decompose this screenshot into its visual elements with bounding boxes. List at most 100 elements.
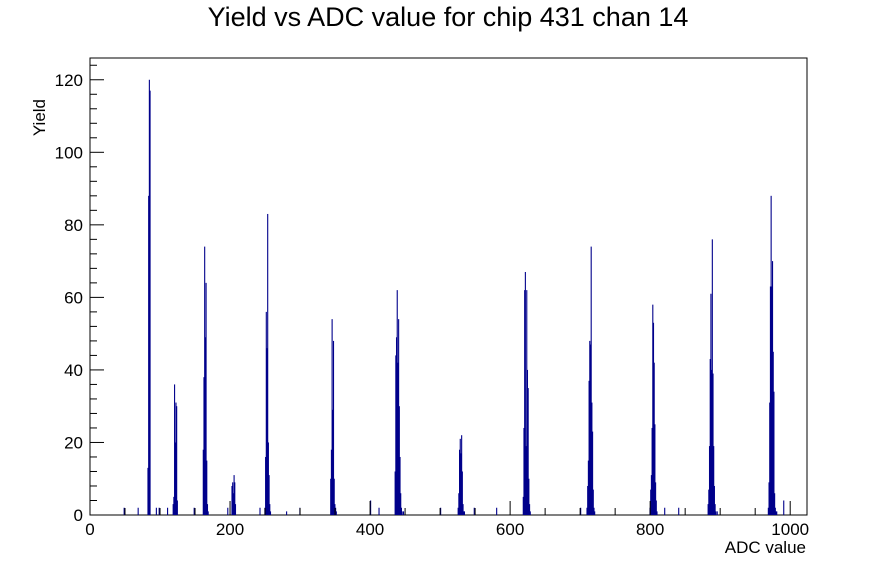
histogram-bin (767, 507, 769, 515)
histogram-bin (269, 511, 272, 515)
histogram-bin (771, 261, 774, 515)
histogram-bin (396, 290, 398, 515)
histogram-bin (589, 340, 591, 515)
histogram-bin (204, 337, 206, 515)
histogram-bin (458, 493, 460, 515)
histogram-bin (267, 213, 269, 515)
histogram-bin (233, 475, 235, 515)
histogram-bin (330, 478, 332, 515)
histogram-bin (457, 507, 459, 515)
histogram-bin (330, 449, 332, 515)
histogram-bin (580, 507, 582, 515)
histogram-bin (650, 475, 652, 515)
histogram-bin (137, 507, 139, 515)
histogram-bin (395, 355, 397, 515)
histogram-bin (266, 348, 268, 515)
y-axis-label: Yield (30, 99, 49, 136)
histogram-bin (265, 311, 267, 515)
histogram-bin (203, 377, 205, 515)
histogram-bin (398, 406, 400, 515)
histogram-bin (173, 496, 175, 515)
histogram-bin (653, 362, 655, 515)
histogram-bin (155, 507, 157, 515)
histogram-bin (710, 293, 712, 515)
histogram-bin (227, 507, 229, 515)
x-tick-label: 600 (496, 520, 524, 539)
histogram-bin (592, 489, 594, 515)
histogram-bin (776, 511, 778, 515)
histogram-bin (773, 391, 775, 515)
histogram-bin (664, 507, 666, 515)
histogram-bin (259, 507, 261, 515)
x-tick-label: 200 (216, 520, 244, 539)
histogram-bin (655, 500, 657, 515)
histogram-bin (331, 319, 333, 515)
axes: 0 200 400 600 800 1000 0 20 40 60 80 100 120 (55, 64, 809, 539)
histogram-bin (588, 380, 590, 515)
histogram-bin (770, 195, 772, 516)
histogram-bin (335, 511, 337, 515)
y-tick-label: 100 (55, 143, 83, 162)
histogram-bin (768, 482, 770, 515)
histogram-bin (707, 504, 709, 515)
histogram-bin (587, 485, 589, 515)
chart-title: Yield vs ADC value for chip 431 chan 14 (207, 2, 689, 32)
histogram-bin (232, 482, 234, 515)
histogram-bin (709, 359, 711, 515)
histogram-bin (651, 427, 653, 515)
histogram-bin (207, 511, 209, 515)
histogram-bin (231, 485, 233, 515)
histogram-bin (378, 507, 380, 515)
histogram-bin (529, 504, 531, 515)
histogram-bin (401, 511, 403, 515)
histogram-bin (652, 304, 654, 515)
histogram-bin (713, 446, 715, 515)
histogram-bin (399, 456, 401, 515)
histogram-bin (652, 322, 655, 515)
histogram-bin (715, 511, 717, 515)
histogram-bin (654, 424, 656, 515)
histogram-bin (176, 500, 178, 515)
histogram-bin (234, 482, 236, 515)
histogram-bin (204, 246, 206, 515)
histogram-bin (265, 456, 267, 515)
histogram-bin (461, 471, 463, 515)
histogram-bin (774, 507, 776, 515)
histogram-bin (783, 500, 785, 515)
histogram-bin (650, 489, 652, 515)
histogram-bin (594, 511, 596, 515)
histogram-bin (678, 507, 680, 515)
y-tick-label: 80 (64, 216, 83, 235)
histogram-bin (473, 507, 475, 515)
histogram-bin (656, 511, 658, 515)
histogram-bin (459, 438, 461, 515)
histogram-bin (528, 478, 530, 515)
histogram-bin (769, 286, 771, 515)
histogram-bin (460, 453, 462, 515)
histogram-bin (591, 402, 593, 515)
histogram-bin (286, 511, 288, 515)
histogram-bin (370, 500, 372, 515)
histogram-bin (206, 460, 208, 515)
histogram-bin (394, 471, 396, 515)
histogram-bin (775, 511, 777, 515)
histogram-bin (586, 507, 588, 515)
histogram-bin (771, 286, 773, 515)
histogram-bin (234, 504, 237, 515)
histogram-bin (714, 504, 716, 515)
histogram-bin (147, 467, 149, 515)
histogram-bin (395, 337, 398, 515)
histogram-bin (398, 319, 400, 515)
histogram-bin (526, 290, 528, 515)
histogram-bin (193, 507, 195, 515)
histogram-bin (158, 507, 160, 515)
histogram-bin (167, 507, 169, 515)
x-axis-label: ADC value (725, 538, 806, 557)
histogram-bin (232, 493, 234, 515)
histogram-bin (774, 493, 776, 515)
histogram-bin (527, 388, 529, 515)
x-tick-label: 1000 (771, 520, 809, 539)
histogram-bin (148, 79, 150, 515)
histogram-bin (522, 496, 524, 515)
histogram-bin (440, 507, 442, 515)
